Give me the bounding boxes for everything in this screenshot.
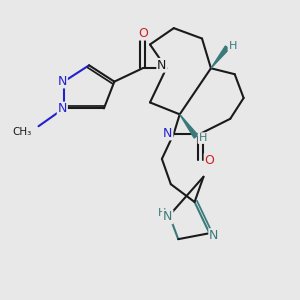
- Text: H: H: [158, 208, 166, 218]
- Text: N: N: [157, 59, 167, 72]
- Text: N: N: [58, 103, 67, 116]
- Polygon shape: [211, 46, 229, 68]
- Text: CH₃: CH₃: [13, 127, 32, 136]
- Text: H: H: [198, 133, 207, 143]
- Text: N: N: [163, 127, 172, 140]
- Text: N: N: [209, 229, 219, 242]
- Text: N: N: [58, 74, 67, 88]
- Text: N: N: [163, 210, 172, 224]
- Text: H: H: [228, 41, 237, 51]
- Text: O: O: [205, 154, 214, 167]
- Text: O: O: [138, 27, 148, 40]
- Polygon shape: [180, 114, 198, 138]
